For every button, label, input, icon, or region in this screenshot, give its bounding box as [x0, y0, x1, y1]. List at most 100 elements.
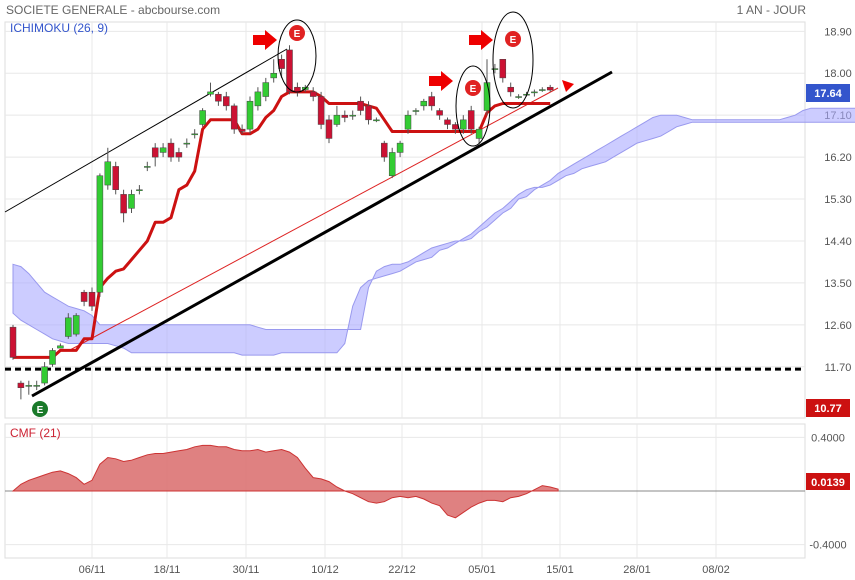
buy-signal-badge-label: E — [37, 405, 44, 416]
signal-arrow — [429, 71, 453, 91]
sell-signal-badge — [465, 80, 481, 96]
cmf-area — [11, 444, 559, 519]
cmf-label: CMF (21) — [10, 426, 61, 440]
low-price-label: 10.77 — [814, 403, 842, 415]
cmf-panel: 0.4000 -0.4000 0.0139 — [4, 423, 850, 559]
candle-body — [65, 317, 72, 337]
price-panel: 18.9018.0017.1016.2015.3014.4013.5012.60… — [4, 11, 855, 419]
price-y-tick: 16.20 — [824, 152, 852, 164]
candle-body — [223, 96, 230, 107]
x-tick-label: 10/12 — [311, 564, 339, 576]
candle-body — [531, 91, 538, 94]
candle-body — [404, 114, 412, 130]
candle-body — [507, 86, 514, 93]
candle-body — [167, 142, 175, 158]
last-price-label: 17.64 — [814, 88, 842, 100]
candle-body — [270, 72, 277, 79]
candle-body — [120, 194, 127, 214]
candle-body — [230, 105, 238, 130]
candle-body — [341, 114, 349, 118]
low-price-box — [806, 399, 850, 417]
buy-signal-badge — [32, 401, 48, 417]
candle-body — [144, 166, 151, 168]
candle-body — [444, 119, 451, 125]
candle-body — [207, 91, 214, 95]
sell-signal-badge — [505, 31, 521, 47]
x-tick-label: 30/11 — [233, 564, 260, 576]
candle-body — [151, 147, 159, 158]
candle-body — [412, 110, 420, 112]
candle-body — [499, 59, 507, 79]
candle-body — [215, 93, 222, 102]
candle-body — [428, 96, 435, 107]
candle-body — [381, 142, 388, 158]
candle-body — [452, 124, 459, 130]
signal-ellipse — [455, 65, 491, 147]
upper-channel-line — [4, 48, 288, 213]
ichimoku-cloud — [12, 107, 855, 356]
sell-signal-badge-label: E — [470, 84, 477, 95]
candle-body — [41, 366, 48, 384]
candle-body — [136, 189, 143, 191]
last-price-box — [806, 84, 850, 102]
price-y-tick: 13.50 — [824, 278, 852, 290]
price-y-tick: 18.00 — [824, 68, 852, 80]
candle-body — [246, 100, 254, 130]
candle-body — [325, 119, 333, 139]
small-signal-arrow — [562, 80, 574, 92]
x-tick-label: 15/01 — [546, 564, 574, 576]
signal-arrow — [253, 30, 277, 50]
main-trendline — [31, 70, 613, 398]
price-y-tick: 11.70 — [825, 362, 852, 374]
cmf-y-tick: -0.4000 — [809, 540, 846, 552]
x-tick-label: 18/11 — [154, 564, 181, 576]
chart-title: SOCIETE GENERALE - abcbourse.com — [6, 3, 220, 17]
x-tick-label: 06/11 — [79, 564, 106, 576]
chart-period: 1 AN - JOUR — [737, 3, 807, 17]
cmf-value-label: 0.0139 — [811, 477, 845, 489]
sell-signal-badge — [289, 25, 305, 41]
candle-body — [365, 105, 372, 121]
candle-body — [96, 175, 104, 293]
cmf-value-box — [806, 473, 850, 490]
candle-body — [254, 91, 262, 107]
candle-body — [546, 86, 554, 91]
candle-body — [420, 100, 428, 107]
candle-body — [317, 96, 325, 125]
sell-signal-badge-label: E — [510, 35, 517, 46]
candle-body — [309, 91, 317, 97]
candle-body — [467, 110, 475, 130]
candle-body — [183, 142, 191, 145]
candle-body — [57, 345, 64, 349]
x-tick-label: 28/01 — [623, 564, 651, 576]
candle-body — [128, 194, 135, 209]
candle-body — [33, 385, 40, 387]
candle-body — [25, 385, 33, 387]
candle-body — [491, 68, 499, 70]
x-tick-label: 08/02 — [702, 564, 730, 576]
candle-body — [357, 100, 364, 111]
cmf-y-tick: 0.4000 — [811, 432, 845, 444]
candle-body — [159, 147, 167, 153]
candle-body — [72, 315, 80, 335]
candle-body — [175, 152, 183, 158]
candle-body — [88, 291, 96, 307]
candle-body — [475, 128, 483, 139]
price-plot-area — [4, 21, 806, 419]
candle-body — [539, 89, 546, 91]
candle-body — [112, 166, 119, 190]
candle-body — [262, 82, 270, 97]
candle-body — [349, 114, 356, 117]
candle-body — [104, 161, 112, 186]
price-y-tick: 18.90 — [824, 26, 852, 38]
ichimoku-label: ICHIMOKU (26, 9) — [10, 21, 108, 35]
price-y-tick: 15.30 — [824, 194, 852, 206]
candle-body — [9, 326, 17, 358]
candle-body — [436, 110, 443, 116]
candle-body — [515, 96, 522, 98]
price-y-tick: 14.40 — [824, 236, 852, 248]
candle-body — [49, 350, 56, 365]
signal-arrow — [469, 30, 493, 50]
signal-ellipse — [492, 11, 534, 109]
